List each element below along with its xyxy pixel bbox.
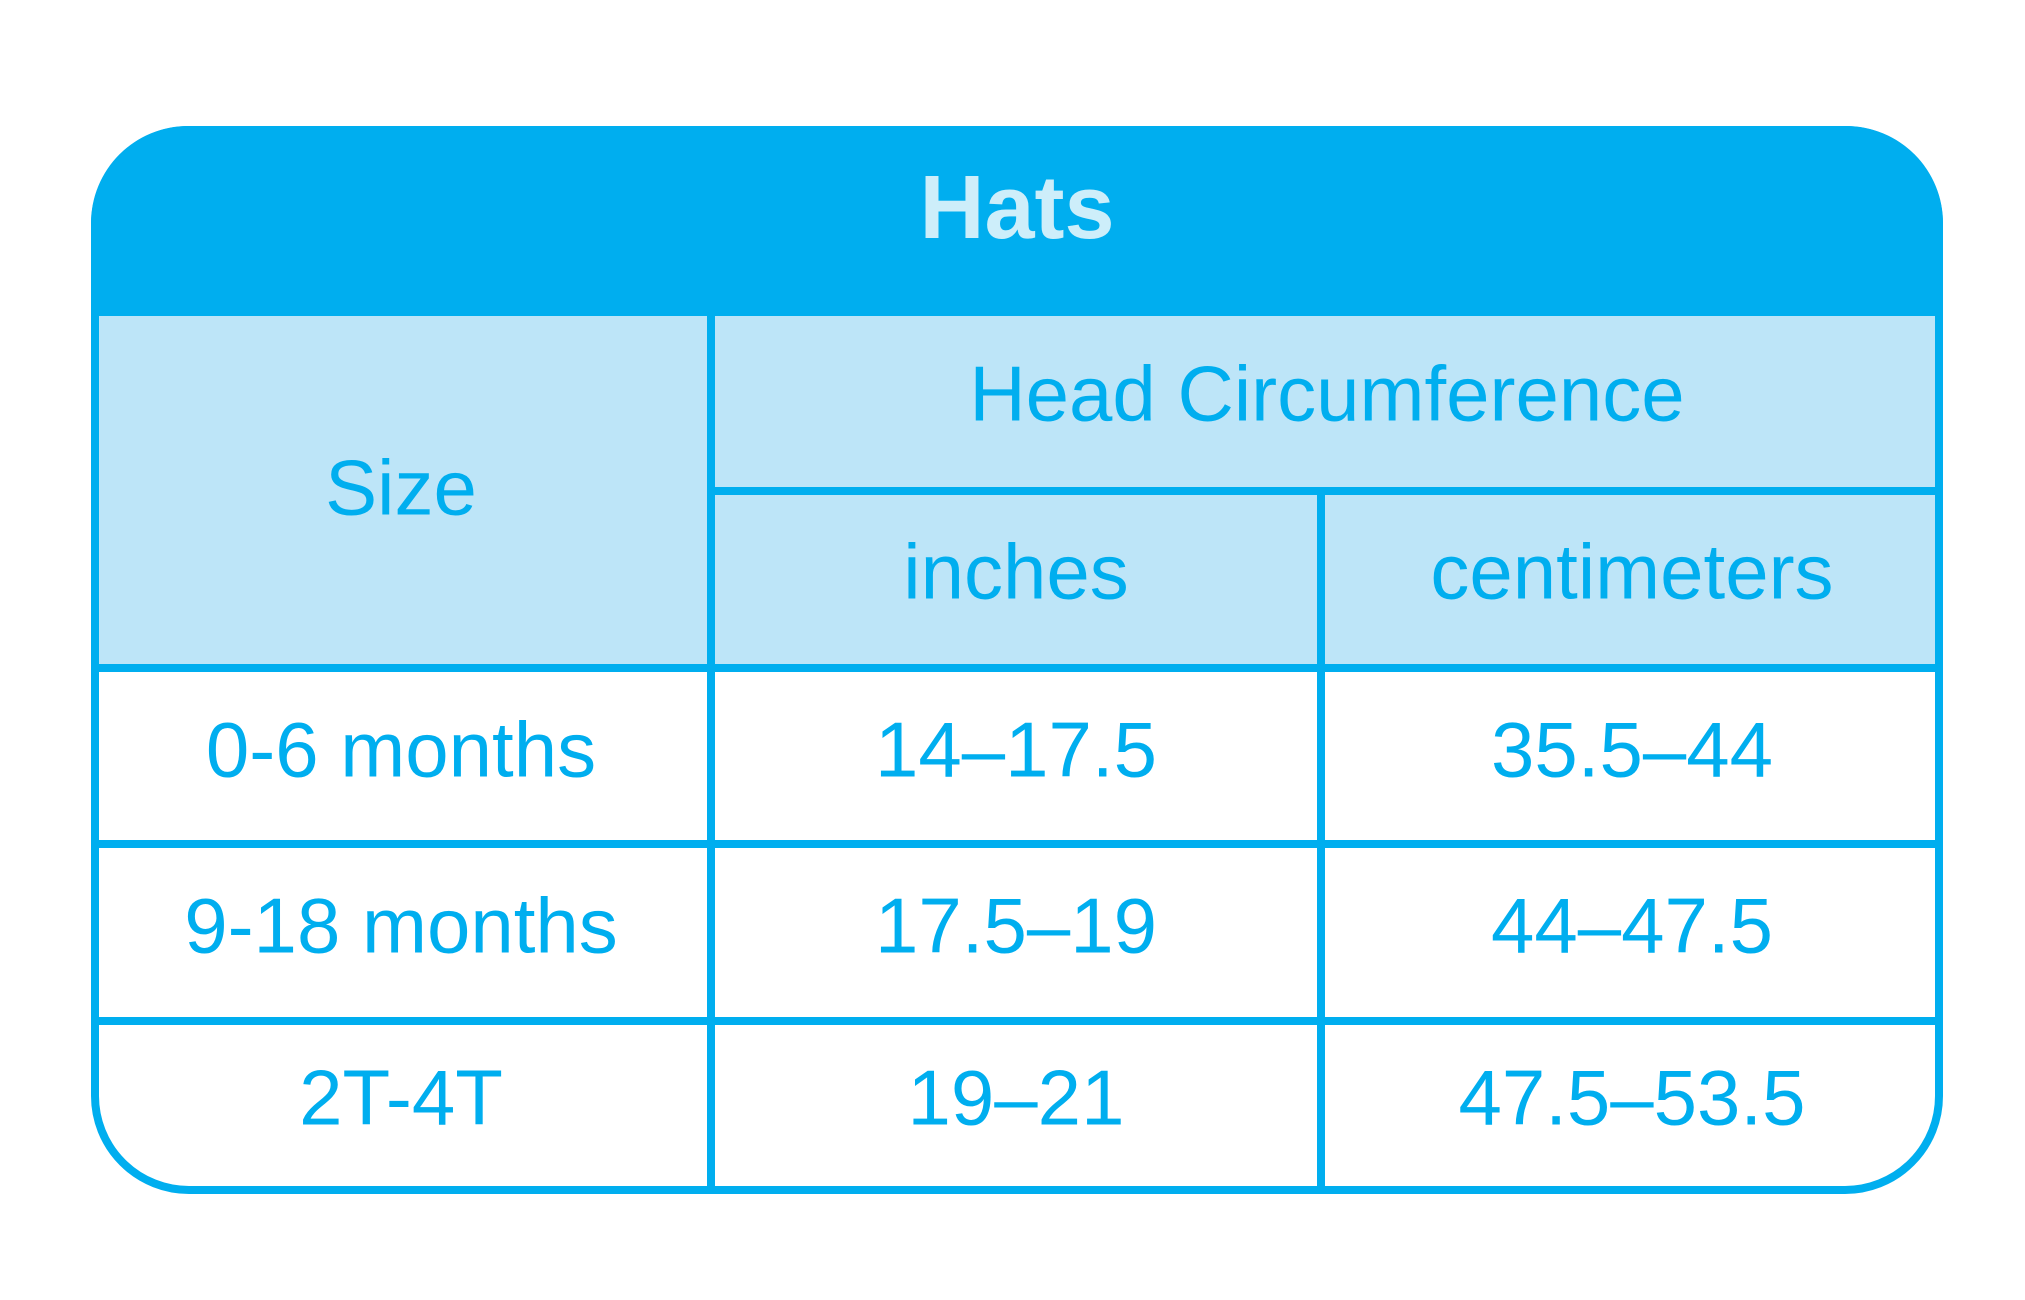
title: Hats bbox=[919, 158, 1114, 258]
table-cell: 0-6 months bbox=[206, 706, 596, 794]
group-header: Head Circumference bbox=[969, 350, 1684, 438]
table-cell: 14–17.5 bbox=[875, 706, 1157, 794]
table-cell: 47.5–53.5 bbox=[1458, 1054, 1805, 1142]
card-border bbox=[91, 126, 1943, 1194]
table-cell: 35.5–44 bbox=[1491, 706, 1773, 794]
title-band bbox=[91, 126, 1943, 312]
card-fill bbox=[91, 126, 1943, 1194]
column-header: inches bbox=[903, 528, 1128, 616]
column-header: centimeters bbox=[1430, 528, 1833, 616]
table-cell: 9-18 months bbox=[184, 882, 618, 970]
table-cell: 2T-4T bbox=[299, 1054, 503, 1142]
table-cell: 44–47.5 bbox=[1491, 882, 1773, 970]
table-cell: 17.5–19 bbox=[875, 882, 1157, 970]
table-cell: 19–21 bbox=[908, 1054, 1125, 1142]
column-header: Size bbox=[325, 444, 477, 532]
